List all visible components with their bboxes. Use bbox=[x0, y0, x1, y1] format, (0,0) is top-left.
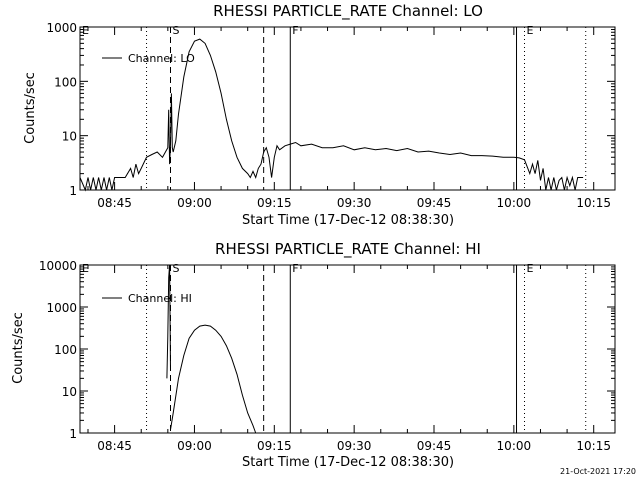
y-tick-label: 10000 bbox=[39, 259, 77, 273]
marker-label: F bbox=[292, 262, 298, 275]
marker-label: S bbox=[172, 24, 179, 37]
chart-lo-y-ticks: 1 10 100 1000 bbox=[46, 21, 615, 198]
footer-timestamp: 21-Oct-2021 17:20 bbox=[560, 467, 636, 476]
chart-hi-legend: Channel: HI bbox=[102, 292, 192, 305]
chart-lo-ylabel: Counts/sec bbox=[23, 72, 38, 144]
x-tick-label: 09:30 bbox=[337, 196, 372, 210]
x-tick-label: 09:15 bbox=[257, 439, 292, 453]
x-tick-label: 09:00 bbox=[177, 196, 212, 210]
marker-label: S bbox=[172, 262, 179, 275]
series-line bbox=[170, 324, 257, 434]
y-tick-label: 1000 bbox=[46, 301, 77, 315]
chart-lo-legend-label: Channel: LO bbox=[128, 52, 195, 65]
y-tick-label: 10 bbox=[62, 130, 77, 144]
x-tick-label: 10:00 bbox=[497, 196, 532, 210]
marker-label: E bbox=[527, 262, 534, 275]
chart-lo-title: RHESSI PARTICLE_RATE Channel: LO bbox=[213, 2, 483, 21]
x-tick-label: 08:45 bbox=[97, 196, 132, 210]
marker-label: E bbox=[527, 24, 534, 37]
chart-hi-title: RHESSI PARTICLE_RATE Channel: HI bbox=[215, 240, 481, 259]
y-tick-label: 1 bbox=[69, 184, 77, 198]
y-tick-label: 100 bbox=[54, 75, 77, 89]
chart-lo-x-ticks: 08:45 09:00 09:15 09:30 09:45 10:00 10:15 bbox=[87, 27, 611, 210]
y-tick-label: 1 bbox=[69, 427, 77, 441]
series-line bbox=[79, 38, 584, 192]
x-tick-label: 09:45 bbox=[417, 196, 452, 210]
y-tick-label: 100 bbox=[54, 343, 77, 357]
chart-hi-x-ticks: 08:45 09:00 09:15 09:30 09:45 10:00 10:15 bbox=[87, 265, 611, 453]
x-tick-label: 09:30 bbox=[337, 439, 372, 453]
marker-label: E bbox=[82, 262, 89, 275]
x-tick-label: 09:15 bbox=[257, 196, 292, 210]
x-tick-label: 08:45 bbox=[97, 439, 132, 453]
marker-label: E bbox=[82, 24, 89, 37]
x-tick-label: 10:00 bbox=[497, 439, 532, 453]
series-line bbox=[166, 264, 171, 379]
chart-hi-xlabel: Start Time (17-Dec-12 08:38:30) bbox=[242, 455, 454, 470]
chart-hi-ylabel: Counts/sec bbox=[11, 312, 26, 384]
x-tick-label: 10:15 bbox=[576, 196, 611, 210]
chart-hi-frame bbox=[79, 264, 616, 434]
chart-hi-series bbox=[166, 264, 257, 434]
chart-lo-xlabel: Start Time (17-Dec-12 08:38:30) bbox=[242, 213, 454, 228]
x-tick-label: 09:45 bbox=[417, 439, 452, 453]
chart-lo-legend: Channel: LO bbox=[102, 52, 195, 65]
chart-lo-frame bbox=[79, 26, 616, 191]
chart-hi-y-ticks: 1 10 100 1000 10000 bbox=[39, 259, 615, 441]
chart-hi-legend-label: Channel: HI bbox=[128, 292, 192, 305]
y-tick-label: 1000 bbox=[46, 21, 77, 35]
x-tick-label: 10:15 bbox=[576, 439, 611, 453]
marker-label: F bbox=[292, 24, 298, 37]
x-tick-label: 09:00 bbox=[177, 439, 212, 453]
chart-lo-series bbox=[79, 38, 584, 192]
y-tick-label: 10 bbox=[62, 385, 77, 399]
